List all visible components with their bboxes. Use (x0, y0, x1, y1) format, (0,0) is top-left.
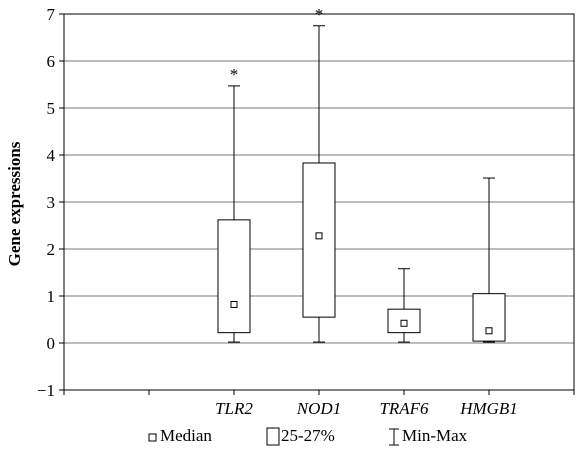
category-label: TRAF6 (379, 399, 429, 418)
y-axis-label: Gene expressions (5, 141, 24, 266)
x-category-labels: TLR2 NOD1 TRAF6 HMGB1 (215, 399, 518, 418)
median-marker (230, 300, 238, 308)
y-tick-label: 1 (47, 287, 56, 306)
y-tick-label: 6 (47, 52, 56, 71)
legend-item-median: Median (146, 426, 212, 446)
y-tick-label: 3 (47, 193, 56, 212)
legend-label-whisker: Min-Max (402, 426, 468, 445)
median-marker (485, 327, 493, 335)
y-tick-labels: 7 6 5 4 3 2 1 0 −1 (37, 5, 56, 400)
iqr-box (217, 219, 251, 334)
box-range-icon (266, 427, 280, 446)
median-marker (315, 232, 323, 240)
legend-label-median: Median (160, 426, 212, 445)
legend: Median 25-27% Min-Max (0, 426, 588, 450)
legend-label-box: 25-27% (281, 426, 335, 445)
category-label: TLR2 (215, 399, 253, 418)
category-label: NOD1 (296, 399, 341, 418)
box-tlr2: * (217, 65, 251, 343)
legend-item-whisker: Min-Max (384, 426, 467, 447)
y-tick-label: 7 (47, 5, 56, 24)
category-label: HMGB1 (459, 399, 518, 418)
y-tick-label: 0 (47, 334, 56, 353)
legend-item-box: 25-27% (265, 426, 335, 447)
iqr-box (302, 162, 336, 318)
y-tick-label: 5 (47, 99, 56, 118)
median-marker (400, 319, 408, 327)
box-nod1: * (302, 5, 336, 343)
outlier-asterisk: * (315, 5, 324, 24)
axis-ticks (59, 13, 575, 395)
box-traf6 (387, 268, 421, 343)
box-hmgb1 (472, 177, 506, 343)
y-tick-label: −1 (37, 381, 55, 400)
y-tick-label: 4 (47, 146, 56, 165)
y-tick-label: 2 (47, 240, 56, 259)
outlier-asterisk: * (230, 65, 239, 84)
plot-frame (63, 13, 575, 391)
whisker-range-icon (389, 428, 399, 446)
boxes: ** (217, 5, 506, 343)
median-marker-icon (148, 433, 157, 442)
